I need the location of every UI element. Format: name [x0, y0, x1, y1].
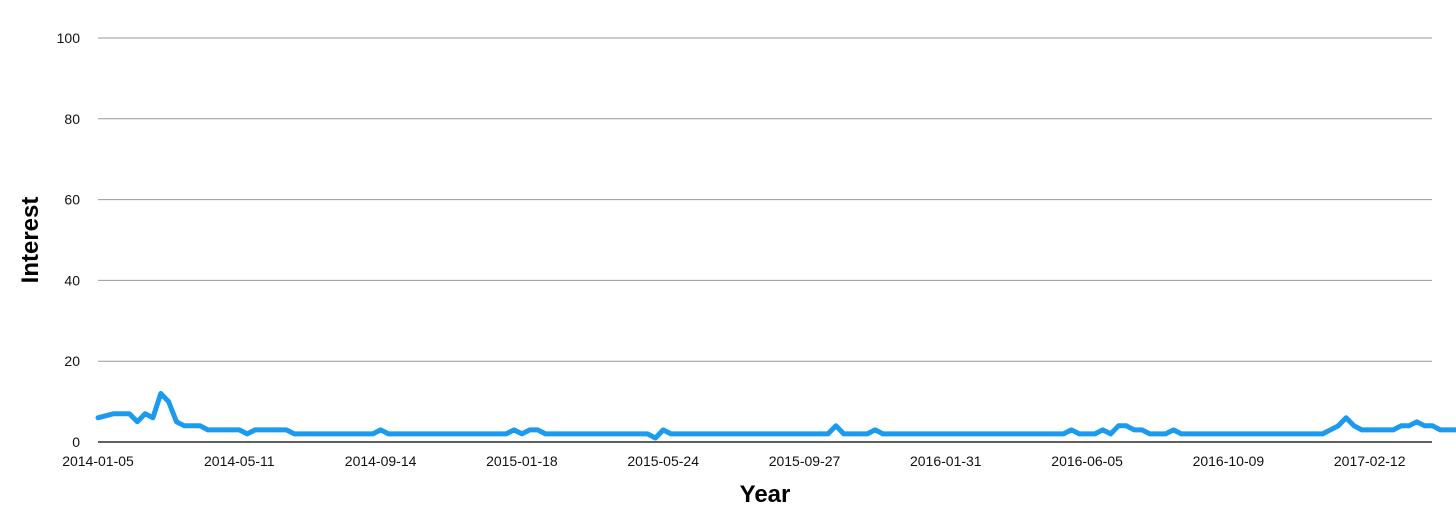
- x-tick-label: 2015-09-27: [769, 453, 841, 469]
- y-tick-label: 40: [64, 272, 80, 288]
- x-tick-label: 2015-05-24: [627, 453, 699, 469]
- x-tick-label: 2016-06-05: [1051, 453, 1123, 469]
- x-tick-label: 2016-01-31: [910, 453, 982, 469]
- y-tick-label: 0: [72, 434, 80, 450]
- y-tick-labels: 0 20 40 60 80 100: [57, 30, 81, 450]
- y-tick-label: 60: [64, 192, 80, 208]
- x-tick-label: 2014-09-14: [345, 453, 417, 469]
- y-tick-label: 100: [57, 30, 81, 46]
- gridlines: [98, 37, 1432, 362]
- series-line-0: [95, 391, 1456, 441]
- x-tick-label: 2016-10-09: [1193, 453, 1265, 469]
- x-tick-label: 2014-05-11: [204, 453, 275, 469]
- y-tick-label: 20: [64, 353, 80, 369]
- x-tick-label: 2017-02-12: [1334, 453, 1406, 469]
- y-axis-title: Interest: [17, 197, 44, 284]
- series-layer: [95, 391, 1456, 441]
- y-tick-label: 80: [64, 111, 80, 127]
- x-tick-labels: 2014-01-05 2014-05-11 2014-09-14 2015-01-18…: [62, 453, 1406, 469]
- x-tick-label: 2015-01-18: [486, 453, 558, 469]
- x-axis-title: Year: [740, 481, 791, 508]
- x-tick-label: 2014-01-05: [62, 453, 134, 469]
